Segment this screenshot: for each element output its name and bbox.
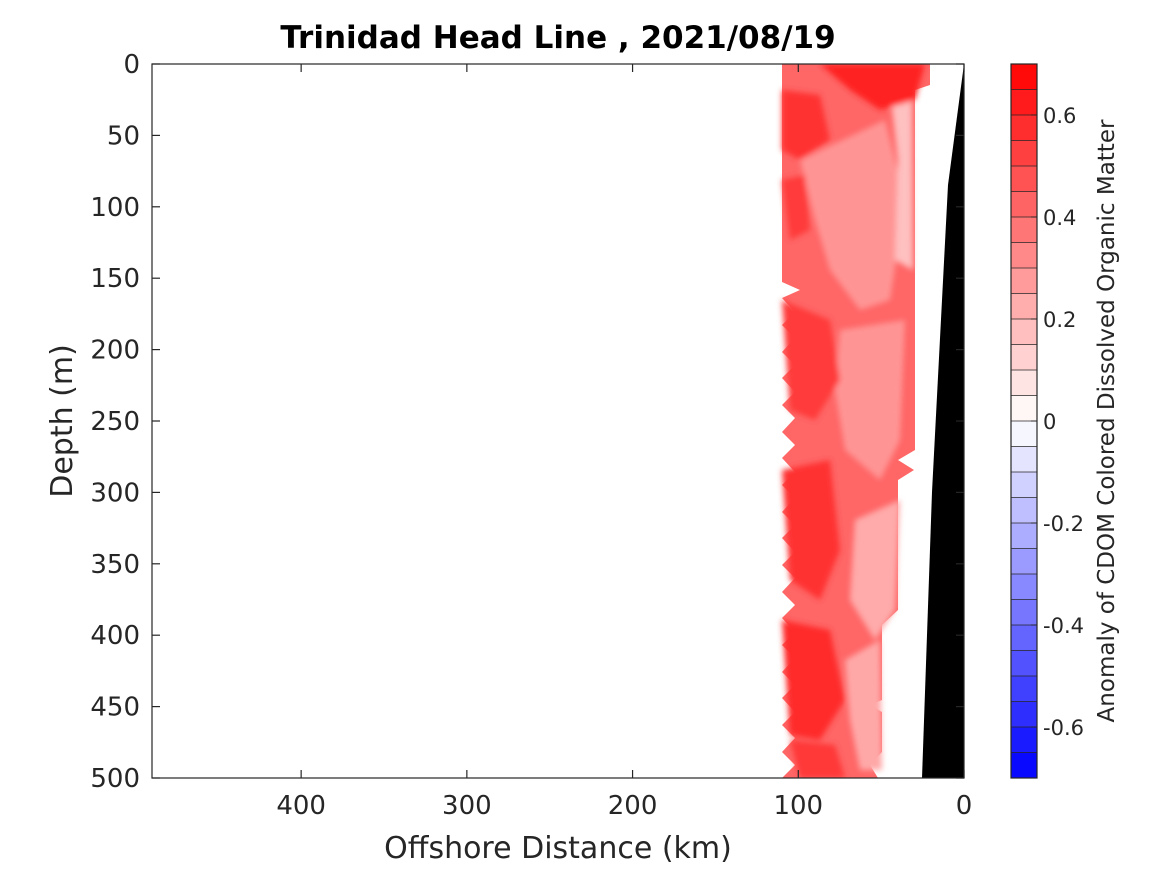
colorbar-segment: [1011, 676, 1037, 702]
colorbar-segment: [1011, 191, 1037, 218]
y-tick-label: 300: [90, 478, 140, 508]
colorbar-segment: [1011, 421, 1037, 447]
x-tick-label: 400: [276, 791, 326, 821]
colorbar-segment: [1011, 217, 1037, 243]
colorbar-segment: [1011, 701, 1037, 728]
field-light-patch: [850, 500, 900, 640]
y-tick-label: 450: [90, 693, 140, 723]
colorbar-label: Anomaly of CDOM Colored Dissolved Organi…: [1094, 119, 1120, 722]
plot-area: [151, 63, 965, 779]
colorbar-segment: [1011, 497, 1037, 524]
colorbar-segment: [1011, 64, 1037, 90]
y-tick-label: 350: [90, 550, 140, 580]
colorbar: 0.6 0.4 0.2 0 -0.2 -0.4 -0.6: [1010, 63, 1084, 779]
field-light-patch: [835, 320, 905, 480]
y-tick-label: 50: [107, 121, 140, 151]
colorbar-segment: [1011, 242, 1037, 269]
y-axis-label: Depth (m): [45, 344, 80, 498]
colorbar-segment: [1011, 548, 1037, 575]
x-tick-label: 0: [956, 791, 973, 821]
colorbar-tick-label: -0.4: [1043, 614, 1084, 638]
field-dark-patch: [820, 64, 925, 110]
colorbar-segment: [1011, 472, 1037, 498]
x-axis: 400 300 200 100 0: [276, 64, 972, 821]
y-tick-label: 200: [90, 336, 140, 366]
colorbar-segment: [1011, 370, 1037, 396]
field-light-patch: [890, 90, 913, 270]
colorbar-tick-label: 0.6: [1043, 104, 1076, 128]
colorbar-segment: [1011, 140, 1037, 167]
x-tick-label: 300: [442, 791, 492, 821]
y-tick-label: 0: [123, 50, 140, 80]
chart-title: Trinidad Head Line , 2021/08/19: [280, 20, 835, 56]
x-axis-label: Offshore Distance (km): [384, 831, 732, 866]
colorbar-segment: [1011, 523, 1037, 549]
colorbar-segment: [1011, 625, 1037, 651]
colorbar-segment: [1011, 293, 1037, 320]
y-tick-label: 150: [90, 264, 140, 294]
field-dark-patch: [790, 740, 845, 778]
colorbar-tick-label: -0.6: [1043, 716, 1084, 740]
x-tick-label: 200: [608, 791, 658, 821]
colorbar-tick-label: 0.2: [1043, 308, 1076, 332]
colorbar-segment: [1011, 268, 1037, 294]
field-light-patch: [800, 120, 905, 310]
y-tick-label: 100: [90, 193, 140, 223]
colorbar-segment: [1011, 752, 1037, 779]
field-light-patch: [845, 640, 882, 770]
field-dark-patch: [782, 620, 845, 740]
colorbar-segment: [1011, 89, 1037, 116]
colorbar-tick-label: -0.2: [1043, 512, 1084, 536]
colorbar-segment: [1011, 319, 1037, 345]
y-tick-label: 500: [90, 764, 140, 794]
colorbar-segment: [1011, 727, 1037, 753]
colorbar-segment: [1011, 395, 1037, 422]
colorbar-segment: [1011, 599, 1037, 626]
seafloor-bathymetry: [922, 64, 964, 778]
colorbar-segment: [1011, 166, 1037, 192]
colorbar-segment: [1011, 650, 1037, 677]
y-axis: 0 50 100 150 200 250 300 350 400 450 500: [90, 50, 964, 794]
colorbar-tick-label: 0: [1043, 410, 1056, 434]
colorbar-segment: [1011, 115, 1037, 141]
anomaly-field: [782, 64, 964, 778]
colorbar-tick-label: 0.4: [1043, 206, 1076, 230]
field-dark-patch: [782, 175, 810, 240]
x-tick-label: 100: [773, 791, 823, 821]
colorbar-segment: [1011, 344, 1037, 371]
field-dark-patch: [782, 460, 840, 600]
y-tick-label: 250: [90, 407, 140, 437]
colorbar-segment: [1011, 574, 1037, 600]
field-dark-patch: [782, 90, 830, 160]
colorbar-segment: [1011, 446, 1037, 473]
y-tick-label: 400: [90, 621, 140, 651]
field-dark-patch: [782, 300, 840, 420]
